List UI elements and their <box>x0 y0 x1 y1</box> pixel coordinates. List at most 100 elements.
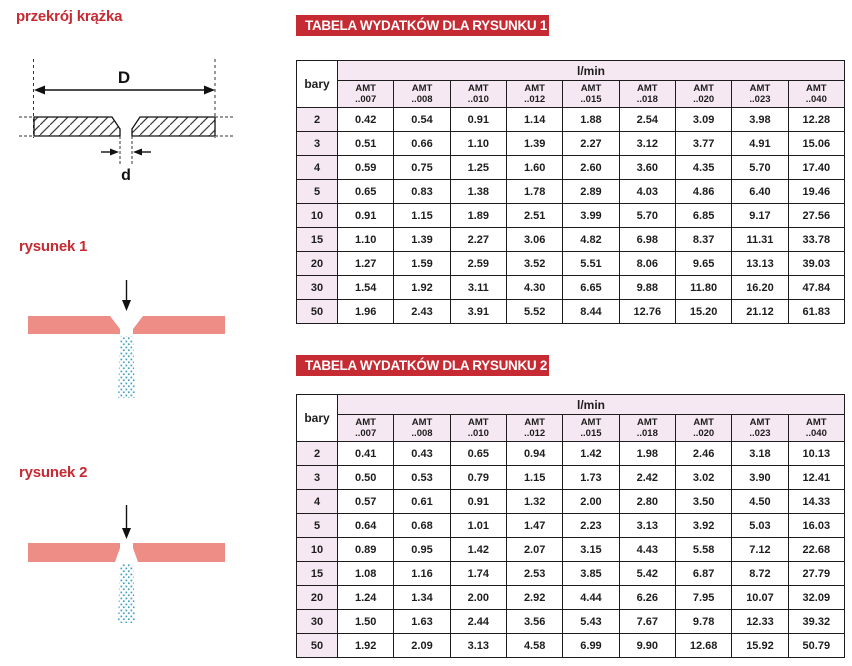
flow-value-cell: 3.09 <box>674 107 733 132</box>
flow-value-cell: 0.65 <box>449 441 507 466</box>
amt-label: AMT <box>355 82 376 94</box>
amt-label: AMT <box>580 82 602 94</box>
table-row: 5 0.65 0.83 1.38 1.78 2.89 4.03 4.86 6.40 19.46 <box>296 179 846 204</box>
pressure-cell: 30 <box>296 275 338 300</box>
flow-value-cell: 0.53 <box>393 465 451 490</box>
flow-value-cell: 0.65 <box>336 179 395 204</box>
amt-size: ..015 <box>580 428 602 439</box>
amt-column-header: AMT ..040 <box>787 414 846 442</box>
unit-header: l/min <box>337 60 845 81</box>
table-row: 30 1.54 1.92 3.11 4.30 6.65 9.88 11.80 16.20 47.8… <box>296 275 846 300</box>
flow-value-cell: 61.83 <box>787 299 846 324</box>
flow-value-cell: 2.53 <box>505 561 564 586</box>
amt-column-header: AMT ..008 <box>393 414 451 442</box>
table-row: 3 0.50 0.53 0.79 1.15 1.73 2.42 3.02 3.90 12.41 <box>296 465 846 490</box>
amt-label: AMT <box>411 82 433 94</box>
pressure-cell: 3 <box>296 131 338 156</box>
flow-value-cell: 8.06 <box>618 251 676 276</box>
amt-size: ..012 <box>524 428 546 439</box>
pressure-cell: 2 <box>296 441 338 466</box>
flow-arrow-head-icon <box>122 300 131 311</box>
flow-value-cell: 3.56 <box>505 609 564 634</box>
table-row: 15 1.10 1.39 2.27 3.06 4.82 6.98 8.37 11.31 33.78 <box>296 227 846 252</box>
flow-value-cell: 5.70 <box>618 203 676 228</box>
flow-value-cell: 1.74 <box>449 561 507 586</box>
flow-value-cell: 0.66 <box>393 131 451 156</box>
amt-size: ..007 <box>355 428 377 439</box>
pressure-cell: 10 <box>296 537 338 562</box>
flow-value-cell: 1.78 <box>505 179 564 204</box>
flow-value-cell: 15.06 <box>787 131 846 156</box>
flow-value-cell: 2.60 <box>562 155 620 180</box>
pressure-cell: 15 <box>296 561 338 586</box>
flow-value-cell: 2.07 <box>505 537 564 562</box>
amt-column-header: AMT ..015 <box>562 414 620 442</box>
table-row: 20 1.27 1.59 2.59 3.52 5.51 8.06 9.65 13.13 39.03 <box>296 251 846 276</box>
flow-value-cell: 8.72 <box>731 561 789 586</box>
amt-size: ..018 <box>636 94 658 105</box>
flow-value-cell: 0.61 <box>393 489 451 514</box>
flow-value-cell: 32.09 <box>787 585 846 610</box>
flow-value-cell: 0.89 <box>336 537 395 562</box>
disc-left-half <box>28 316 120 334</box>
flow-value-cell: 12.33 <box>731 609 789 634</box>
flow-table-2: bary l/min AMT ..007 AMT ..008 AMT ..010 AMT ..01… <box>296 394 846 658</box>
amt-column-header: AMT ..012 <box>505 80 564 108</box>
flow-value-cell: 12.68 <box>674 633 733 658</box>
flow-value-cell: 0.83 <box>393 179 451 204</box>
flow-value-cell: 4.43 <box>618 537 676 562</box>
flow-value-cell: 19.46 <box>787 179 846 204</box>
amt-size: ..040 <box>805 428 827 439</box>
flow-value-cell: 1.60 <box>505 155 564 180</box>
flow-value-cell: 27.79 <box>787 561 846 586</box>
amt-size: ..020 <box>693 94 715 105</box>
flow-value-cell: 0.42 <box>336 107 395 132</box>
flow-value-cell: 3.52 <box>505 251 564 276</box>
flow-value-cell: 3.98 <box>731 107 789 132</box>
flow-value-cell: 9.90 <box>618 633 676 658</box>
flow-value-cell: 3.18 <box>731 441 789 466</box>
flow-value-cell: 1.10 <box>336 227 395 252</box>
flow-value-cell: 50.79 <box>787 633 846 658</box>
disc-left-half <box>28 543 120 562</box>
flow-value-cell: 1.14 <box>505 107 564 132</box>
flow-value-cell: 4.03 <box>618 179 676 204</box>
spray-pattern <box>118 564 135 623</box>
flow-value-cell: 17.40 <box>787 155 846 180</box>
flow-value-cell: 0.68 <box>393 513 451 538</box>
flow-value-cell: 0.51 <box>336 131 395 156</box>
flow-value-cell: 5.03 <box>731 513 789 538</box>
flow-value-cell: 0.95 <box>393 537 451 562</box>
flow-value-cell: 4.82 <box>562 227 620 252</box>
flow-value-cell: 3.50 <box>674 489 733 514</box>
flow-value-cell: 3.11 <box>449 275 507 300</box>
flow-value-cell: 6.99 <box>562 633 620 658</box>
flow-value-cell: 0.41 <box>336 441 395 466</box>
flow-arrow-head-icon <box>122 528 131 539</box>
amt-column-header: AMT ..015 <box>562 80 620 108</box>
table-row: 20 1.24 1.34 2.00 2.92 4.44 6.26 7.95 10.07 32.09 <box>296 585 846 610</box>
flow-value-cell: 3.13 <box>449 633 507 658</box>
flow-value-cell: 1.42 <box>449 537 507 562</box>
flow-value-cell: 2.27 <box>562 131 620 156</box>
flow-value-cell: 2.46 <box>674 441 733 466</box>
flow-value-cell: 4.91 <box>731 131 789 156</box>
amt-label: AMT <box>693 82 714 94</box>
flow-value-cell: 11.80 <box>674 275 733 300</box>
flow-value-cell: 0.91 <box>449 489 507 514</box>
flow-value-cell: 1.88 <box>562 107 620 132</box>
flow-value-cell: 0.91 <box>336 203 395 228</box>
flow-value-cell: 6.40 <box>731 179 789 204</box>
flow-value-cell: 1.15 <box>393 203 451 228</box>
flow-value-cell: 22.68 <box>787 537 846 562</box>
amt-label: AMT <box>693 416 714 428</box>
table-row: 2 0.42 0.54 0.91 1.14 1.88 2.54 3.09 3.98 12.28 <box>296 107 846 132</box>
flow-value-cell: 3.85 <box>562 561 620 586</box>
flow-value-cell: 0.79 <box>449 465 507 490</box>
flow-value-cell: 3.15 <box>562 537 620 562</box>
flow-value-cell: 4.30 <box>505 275 564 300</box>
amt-size: ..018 <box>636 428 658 439</box>
flow-value-cell: 2.43 <box>393 299 451 324</box>
amt-size: ..012 <box>524 94 546 105</box>
arrowhead-d-left-icon <box>110 148 119 156</box>
